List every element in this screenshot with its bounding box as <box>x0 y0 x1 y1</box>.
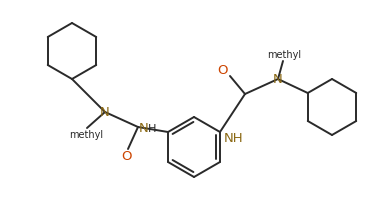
Text: N: N <box>139 122 149 135</box>
Text: methyl: methyl <box>69 129 103 139</box>
Text: NH: NH <box>224 132 244 145</box>
Text: N: N <box>273 73 283 86</box>
Text: methyl: methyl <box>267 50 301 60</box>
Text: O: O <box>121 150 131 163</box>
Text: H: H <box>148 123 156 133</box>
Text: N: N <box>100 106 110 119</box>
Text: O: O <box>218 64 228 77</box>
